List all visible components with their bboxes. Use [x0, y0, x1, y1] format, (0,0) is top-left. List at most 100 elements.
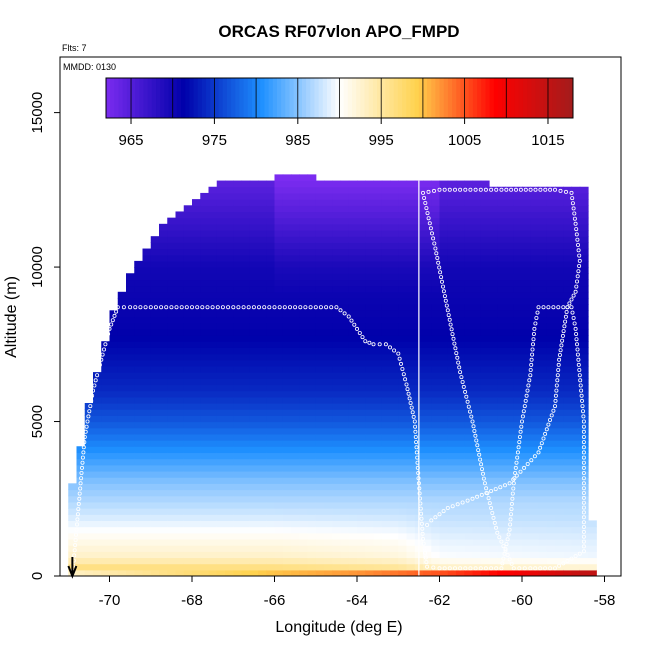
track-point: [80, 460, 85, 465]
heatmap-cell: [192, 452, 201, 460]
heatmap-cell: [208, 359, 218, 367]
heatmap-cell: [299, 322, 309, 330]
heatmap-cell: [241, 328, 251, 336]
heatmap-cell: [456, 526, 465, 534]
heatmap-cell: [117, 421, 127, 429]
heatmap-cell: [340, 545, 350, 552]
colorbar-segment: [143, 78, 149, 118]
track-point: [121, 305, 126, 310]
heatmap-cell: [266, 514, 276, 521]
heatmap-cell: [381, 538, 391, 546]
heatmap-cell: [142, 267, 152, 274]
colorbar-segment: [243, 78, 249, 118]
heatmap-cell: [472, 403, 482, 410]
heatmap-cell: [489, 569, 498, 576]
heatmap-cell: [282, 378, 292, 386]
heatmap-cell: [348, 353, 358, 361]
colorbar-segment: [164, 78, 170, 118]
heatmap-cell: [175, 458, 185, 466]
heatmap-cell: [348, 341, 358, 348]
heatmap-cell: [266, 470, 276, 478]
heatmap-cell: [447, 470, 457, 478]
heatmap-cell: [76, 563, 86, 571]
heatmap-cell: [258, 223, 267, 231]
heatmap-cell: [200, 390, 210, 398]
heatmap-cell: [398, 563, 408, 571]
heatmap-cell: [208, 538, 218, 546]
track-point: [556, 367, 561, 372]
heatmap-cell: [315, 563, 325, 571]
heatmap-cell: [241, 545, 251, 552]
heatmap-cell: [381, 335, 391, 342]
track-point: [445, 505, 450, 510]
heatmap-cell: [175, 378, 185, 386]
heatmap-cell: [258, 248, 267, 256]
heatmap-cell: [447, 403, 457, 410]
heatmap-cell: [315, 267, 325, 274]
heatmap-cell: [406, 427, 416, 435]
heatmap-cell: [538, 569, 548, 576]
heatmap-cell: [505, 316, 515, 324]
heatmap-cell: [505, 372, 515, 379]
heatmap-cell: [258, 273, 267, 281]
heatmap-cell: [579, 199, 589, 206]
heatmap-cell: [381, 297, 391, 305]
heatmap-cell: [373, 446, 383, 454]
heatmap-cell: [233, 347, 243, 355]
heatmap-cell: [266, 341, 276, 348]
heatmap-cell: [538, 489, 548, 497]
heatmap-cell: [464, 378, 474, 386]
heatmap-cell: [109, 483, 119, 491]
heatmap-cell: [142, 483, 152, 491]
heatmap-cell: [93, 538, 102, 546]
heatmap-cell: [274, 359, 284, 367]
heatmap-cell: [456, 217, 465, 225]
heatmap-cell: [150, 384, 160, 392]
heatmap-cell: [117, 563, 127, 571]
heatmap-cell: [175, 415, 185, 423]
heatmap-cell: [315, 316, 325, 324]
heatmap-cell: [307, 390, 317, 398]
heatmap-cell: [571, 477, 581, 484]
heatmap-cell: [472, 273, 482, 281]
heatmap-cell: [406, 273, 416, 281]
heatmap-cell: [348, 223, 358, 231]
heatmap-cell: [423, 458, 432, 466]
heatmap-cell: [423, 464, 432, 472]
track-point: [572, 216, 577, 221]
heatmap-cell: [530, 322, 540, 330]
heatmap-cell: [134, 495, 144, 503]
heatmap-cell: [216, 470, 226, 478]
heatmap-cell: [225, 285, 234, 293]
heatmap-cell: [307, 186, 317, 194]
heatmap-cell: [489, 236, 498, 243]
track-point: [569, 556, 574, 561]
track-point: [425, 564, 430, 569]
colorbar-segment: [393, 78, 399, 118]
heatmap-cell: [266, 205, 276, 213]
track-point: [581, 520, 586, 525]
heatmap-cell: [555, 532, 564, 540]
heatmap-cell: [340, 495, 350, 503]
track-point: [581, 476, 586, 481]
heatmap-cell: [340, 427, 350, 435]
heatmap-cell: [472, 396, 482, 404]
heatmap-cell: [390, 464, 399, 472]
heatmap-cell: [480, 557, 490, 565]
heatmap-cell: [307, 421, 317, 429]
heatmap-cell: [406, 353, 416, 361]
heatmap-cell: [200, 514, 210, 521]
heatmap-cell: [357, 532, 366, 540]
heatmap-cell: [406, 390, 416, 398]
heatmap-cell: [134, 470, 144, 478]
heatmap-cell: [472, 483, 482, 491]
heatmap-cell: [315, 545, 325, 552]
heatmap-cell: [324, 192, 333, 200]
heatmap-cell: [464, 248, 474, 256]
heatmap-cell: [373, 545, 383, 552]
heatmap-cell: [579, 532, 589, 540]
heatmap-cell: [398, 217, 408, 225]
track-point: [454, 351, 459, 356]
heatmap-cell: [126, 378, 135, 386]
heatmap-cell: [505, 285, 515, 293]
